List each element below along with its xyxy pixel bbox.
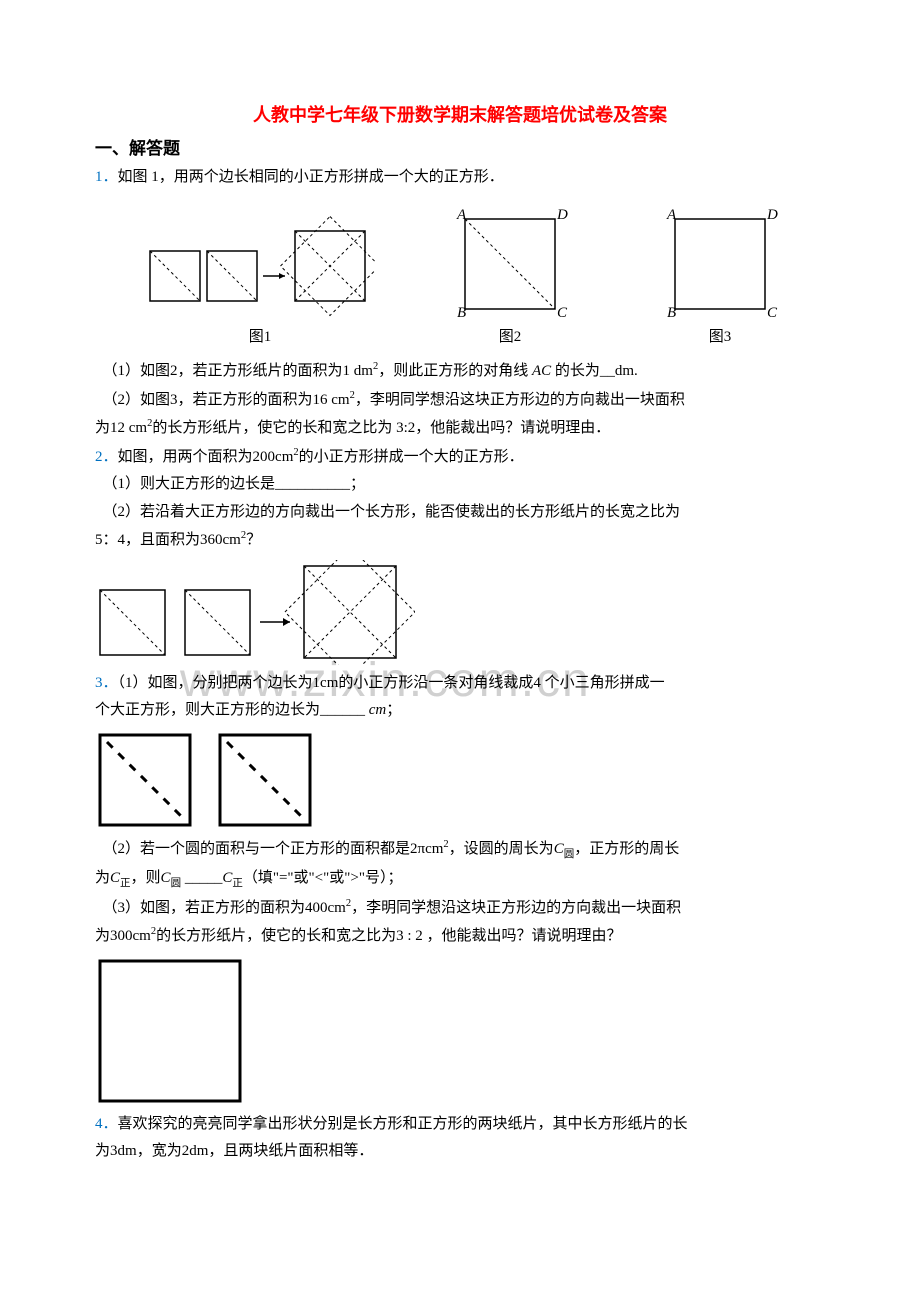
q1-p2b: ，李明同学想沿这块正方形边的方向裁出一块面积 bbox=[355, 392, 685, 408]
fig2-label: 图2 bbox=[499, 325, 522, 351]
svg-text:A: A bbox=[666, 207, 677, 223]
q3-area: 2πcm bbox=[410, 841, 443, 857]
q2-p2: （2）若沿着大正方形边的方向裁出一个长方形，能否使裁出的长方形纸片的长宽之比为 bbox=[95, 500, 825, 526]
q2-p3: 5：4，且面积为360cm2？ bbox=[95, 527, 825, 554]
q3-p5b: ，李明同学想沿这块正方形边的方向裁出一块面积 bbox=[351, 900, 681, 916]
q3-len: 1cm bbox=[313, 675, 339, 691]
q3-p2a: 个大正方形，则大正方形的边长为______ bbox=[95, 702, 369, 718]
fig1-svg bbox=[145, 211, 375, 321]
q2-area: 200cm bbox=[253, 449, 294, 465]
q1-p2: （2）如图3，若正方形的面积为16 cm2，李明同学想沿这块正方形边的方向裁出一… bbox=[95, 387, 825, 414]
q3-c-circle-sub2: 圆 bbox=[171, 878, 182, 889]
fig1-block: 图1 bbox=[145, 211, 375, 351]
q4-p2: 为3dm，宽为2dm，且两块纸片面积相等． bbox=[95, 1139, 825, 1165]
q1-p1a: （1）如图2，若正方形纸片的面积为 bbox=[103, 363, 343, 379]
q3-p1b: 的小正方形沿一条对角线裁成4 个小三角形拼成一 bbox=[338, 675, 664, 691]
q3-p5: （3）如图，若正方形的面积为400cm2，李明同学想沿这块正方形边的方向裁出一块… bbox=[95, 895, 825, 922]
q4-len2: 2dm bbox=[182, 1143, 209, 1159]
q3-figure1 bbox=[95, 730, 825, 830]
q1-num: 1． bbox=[95, 169, 118, 185]
q1-p3a: 为 bbox=[95, 420, 110, 436]
svg-text:C: C bbox=[557, 305, 568, 321]
q1-p1c: 的长为__dm. bbox=[551, 363, 638, 379]
q3-p3: （2）若一个圆的面积与一个正方形的面积都是2πcm2，设圆的周长为C圆，正方形的… bbox=[95, 836, 825, 864]
q3-figure2 bbox=[95, 956, 825, 1106]
q2-figure bbox=[95, 560, 825, 665]
svg-text:D: D bbox=[556, 207, 568, 223]
q2-p3b: ？ bbox=[246, 532, 261, 548]
q3-c-sq-sub: 正 bbox=[120, 878, 131, 889]
q3-p4: 为C正，则C圆 _____C正（填"="或"<"或">"号）； bbox=[95, 866, 825, 893]
q3-p3c: ，正方形的周长 bbox=[574, 841, 679, 857]
q2-area2: 360cm bbox=[200, 532, 241, 548]
q1-stem: 1．如图 1，用两个边长相同的小正方形拼成一个大的正方形． bbox=[95, 165, 825, 191]
q2-p1: （1）则大正方形的边长是__________； bbox=[95, 472, 825, 498]
q3-svg2 bbox=[95, 956, 245, 1106]
q4-p2c: ，且两块纸片面积相等． bbox=[208, 1143, 373, 1159]
q3-p4b: ，则 bbox=[131, 870, 161, 886]
q1-p3: 为12 cm2的长方形纸片，使它的长和宽之比为 3:2，他能裁出吗？请说明理由． bbox=[95, 415, 825, 442]
q2-svg bbox=[95, 560, 415, 665]
q3-p1: 3．（1）如图，分别把两个边长为1cm的小正方形沿一条对角线裁成4 个小三角形拼… bbox=[95, 671, 825, 697]
q3-c-circle-sub: 圆 bbox=[564, 849, 575, 860]
q3-c-sq: C bbox=[110, 870, 120, 886]
q1-figures: 图1 A D B C 图2 A D B C 图3 bbox=[115, 201, 825, 351]
q4-p2b: ，宽为 bbox=[137, 1143, 182, 1159]
q3-p4c: _____ bbox=[181, 870, 222, 886]
q4-len1: 3dm bbox=[110, 1143, 137, 1159]
q1-ac: AC bbox=[532, 363, 551, 379]
q3-c-sq2: C bbox=[222, 870, 232, 886]
q3-area3: 400cm bbox=[305, 900, 346, 916]
q4-p2a: 为 bbox=[95, 1143, 110, 1159]
q4-p1-text: 喜欢探究的亮亮同学拿出形状分别是长方形和正方形的两块纸片，其中长方形纸片的长 bbox=[118, 1116, 688, 1132]
q3-num: 3． bbox=[95, 675, 118, 691]
q3-p3a: （2）若一个圆的面积与一个正方形的面积都是 bbox=[103, 841, 411, 857]
q3-p1a: （1）如图，分别把两个边长为 bbox=[118, 675, 313, 691]
fig3-svg: A D B C bbox=[645, 201, 795, 321]
svg-text:A: A bbox=[456, 207, 467, 223]
q3-c-circle2: C bbox=[161, 870, 171, 886]
q1-unit1: 1 dm bbox=[343, 363, 373, 379]
q3-svg1 bbox=[95, 730, 325, 830]
q3-c-sq-sub2: 正 bbox=[232, 878, 243, 889]
q3-p4a: 为 bbox=[95, 870, 110, 886]
fig3-label: 图3 bbox=[709, 325, 732, 351]
q2-stem-b: 的小正方形拼成一个大的正方形． bbox=[299, 449, 524, 465]
q3-p6b: 的长方形纸片，使它的长和宽之比为3 : 2 ，他能裁出吗？请说明理由？ bbox=[156, 928, 621, 944]
fig1-label: 图1 bbox=[249, 325, 272, 351]
q1-unit2: 16 cm bbox=[313, 392, 350, 408]
q3-p5a: （3）如图，若正方形的面积为 bbox=[103, 900, 306, 916]
q3-area4: 300cm bbox=[110, 928, 151, 944]
q2-num: 2． bbox=[95, 449, 118, 465]
q3-p3b: ，设圆的周长为 bbox=[449, 841, 554, 857]
q3-p4d: （填"="或"<"或">"号）； bbox=[243, 870, 403, 886]
page-title: 人教中学七年级下册数学期末解答题培优试卷及答案 bbox=[95, 100, 825, 131]
q2-p3a: 5：4，且面积为 bbox=[95, 532, 200, 548]
svg-text:B: B bbox=[667, 305, 676, 321]
q3-p6: 为300cm2的长方形纸片，使它的长和宽之比为3 : 2 ，他能裁出吗？请说明理… bbox=[95, 923, 825, 950]
fig2-block: A D B C 图2 bbox=[435, 201, 585, 351]
fig2-svg: A D B C bbox=[435, 201, 585, 321]
q1-p2a: （2）如图3，若正方形的面积为 bbox=[103, 392, 313, 408]
q1-p3b: 的长方形纸片，使它的长和宽之比为 3:2，他能裁出吗？请说明理由． bbox=[152, 420, 610, 436]
q3-cm: cm bbox=[369, 702, 387, 718]
q3-p2: 个大正方形，则大正方形的边长为______ cm； bbox=[95, 698, 825, 724]
svg-text:D: D bbox=[766, 207, 778, 223]
q3-p6a: 为 bbox=[95, 928, 110, 944]
q3-p2b: ； bbox=[386, 702, 401, 718]
section-heading: 一、解答题 bbox=[95, 135, 825, 164]
q1-p1: （1）如图2，若正方形纸片的面积为1 dm2，则此正方形的对角线 AC 的长为_… bbox=[95, 358, 825, 385]
svg-text:C: C bbox=[767, 305, 778, 321]
q1-p1b: ，则此正方形的对角线 bbox=[378, 363, 532, 379]
q4-num: 4． bbox=[95, 1116, 118, 1132]
q4-p1: 4．喜欢探究的亮亮同学拿出形状分别是长方形和正方形的两块纸片，其中长方形纸片的长 bbox=[95, 1112, 825, 1138]
q2-stem-a: 如图，用两个面积为 bbox=[118, 449, 253, 465]
q1-unit3: 12 cm bbox=[110, 420, 147, 436]
q2-stem: 2．如图，用两个面积为200cm2的小正方形拼成一个大的正方形． bbox=[95, 444, 825, 471]
svg-text:B: B bbox=[457, 305, 466, 321]
q1-stem-text: 如图 1，用两个边长相同的小正方形拼成一个大的正方形． bbox=[118, 169, 504, 185]
fig3-block: A D B C 图3 bbox=[645, 201, 795, 351]
q3-c-circle: C bbox=[554, 841, 564, 857]
